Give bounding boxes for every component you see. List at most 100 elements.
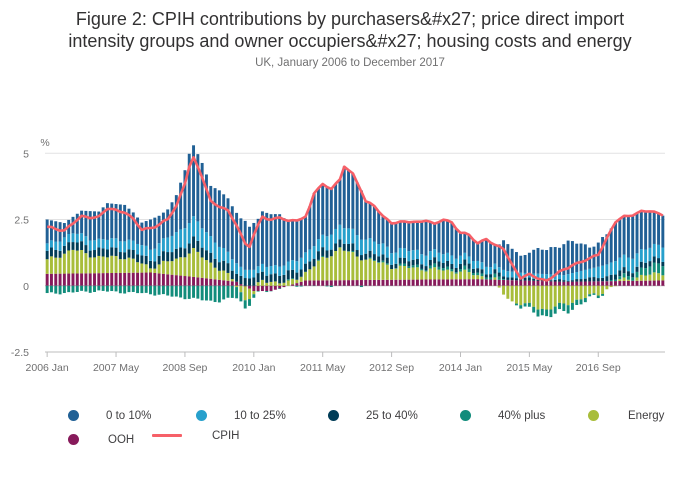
bar-segment [596, 281, 600, 286]
bar-segment [459, 279, 462, 286]
bar-segment [618, 276, 622, 280]
bar-segment [260, 263, 264, 272]
bar-segment [583, 244, 587, 270]
bar-segment [321, 255, 325, 258]
bar-segment [295, 261, 299, 273]
bar-segment [626, 280, 630, 286]
bar-segment [161, 238, 165, 252]
bar-segment [252, 222, 256, 270]
bar-segment [657, 213, 661, 245]
bar-segment [355, 182, 359, 236]
bar-segment [243, 269, 247, 279]
bar-segment [93, 250, 96, 258]
bar-segment [153, 261, 157, 269]
bar-segment [308, 249, 312, 262]
bar-segment [256, 285, 260, 292]
bar-segment [493, 244, 497, 264]
bar-segment [105, 257, 109, 274]
bar-segment [437, 279, 441, 286]
bar-segment [213, 279, 217, 286]
chart-title-line-1: Figure 2: CPIH contributions by purchase… [75, 9, 625, 29]
bar-segment [174, 285, 178, 297]
bar-segment [381, 260, 385, 263]
bar-segment [114, 204, 118, 239]
bar-segment [411, 267, 415, 280]
bar-segment [441, 279, 445, 286]
bar-segment [204, 250, 208, 261]
bar-segment [256, 282, 260, 286]
bar-segment [385, 246, 389, 258]
bar-segment [385, 264, 389, 280]
bar-segment [84, 245, 88, 254]
bar-segment [347, 228, 351, 244]
bar-segment [648, 274, 652, 281]
bar-segment [80, 241, 84, 251]
bar-segment [562, 280, 566, 282]
bar-segment [433, 249, 437, 258]
chart-subtitle: UK, January 2006 to December 2017 [255, 57, 445, 69]
bar-segment [295, 219, 299, 262]
bar-segment [583, 285, 587, 299]
bar-segment [558, 285, 561, 303]
bar-segment [93, 257, 96, 274]
bar-segment [295, 272, 299, 280]
x-tick-label: 2006 Jan [26, 362, 69, 374]
bar-segment [588, 268, 592, 278]
bar-segment [390, 279, 394, 286]
bar-segment [514, 280, 518, 286]
bar-segment [454, 267, 458, 273]
bar-segment [88, 285, 92, 293]
bar-segment [424, 271, 428, 280]
bar-segment [54, 273, 58, 286]
bar-segment [157, 264, 161, 274]
bar-segment [536, 285, 540, 310]
bar-segment [136, 217, 140, 244]
bar-segment [377, 244, 381, 257]
bar-segment [420, 254, 424, 265]
bar-segment [570, 285, 574, 303]
bar-segment [532, 306, 536, 313]
bar-segment [291, 278, 295, 280]
bar-segment [105, 239, 109, 250]
bar-segment [200, 257, 204, 278]
bar-segment [424, 255, 428, 267]
bar-segment [84, 273, 88, 286]
bar-segment [635, 277, 639, 281]
bar-segment [123, 252, 127, 260]
bar-segment [372, 279, 376, 286]
bar-segment [97, 273, 101, 286]
bar-segment [532, 285, 536, 307]
bar-segment [609, 281, 613, 286]
bar-segment [355, 235, 359, 251]
bar-segment [622, 280, 626, 286]
bar-segment [312, 280, 316, 286]
bar-segment [248, 269, 251, 279]
bar-segment [222, 194, 226, 249]
bar-segment [273, 281, 277, 286]
bar-segment [127, 257, 131, 273]
bar-segment [54, 285, 58, 294]
bar-segment [420, 279, 424, 286]
bar-segment [614, 281, 617, 286]
bar-segment [377, 211, 381, 245]
bar-segment [463, 232, 467, 253]
bar-segment [489, 267, 493, 275]
bar-segment [661, 280, 665, 286]
bar-segment [209, 278, 213, 286]
bar-segment [493, 277, 497, 280]
bar-segment [329, 280, 333, 286]
bar-segment [157, 273, 161, 286]
bar-segment [62, 273, 66, 286]
bar-segment [377, 262, 381, 280]
bar-segment [394, 223, 398, 253]
bar-segment [639, 274, 643, 281]
bar-segment [136, 262, 140, 273]
bar-segment [579, 299, 583, 305]
bar-segment [217, 262, 221, 271]
bar-segment [170, 285, 174, 297]
bar-segment [536, 279, 540, 281]
bar-segment [204, 232, 208, 251]
bar-segment [390, 269, 394, 280]
bar-segment [609, 274, 613, 280]
bar-segment [372, 241, 376, 255]
